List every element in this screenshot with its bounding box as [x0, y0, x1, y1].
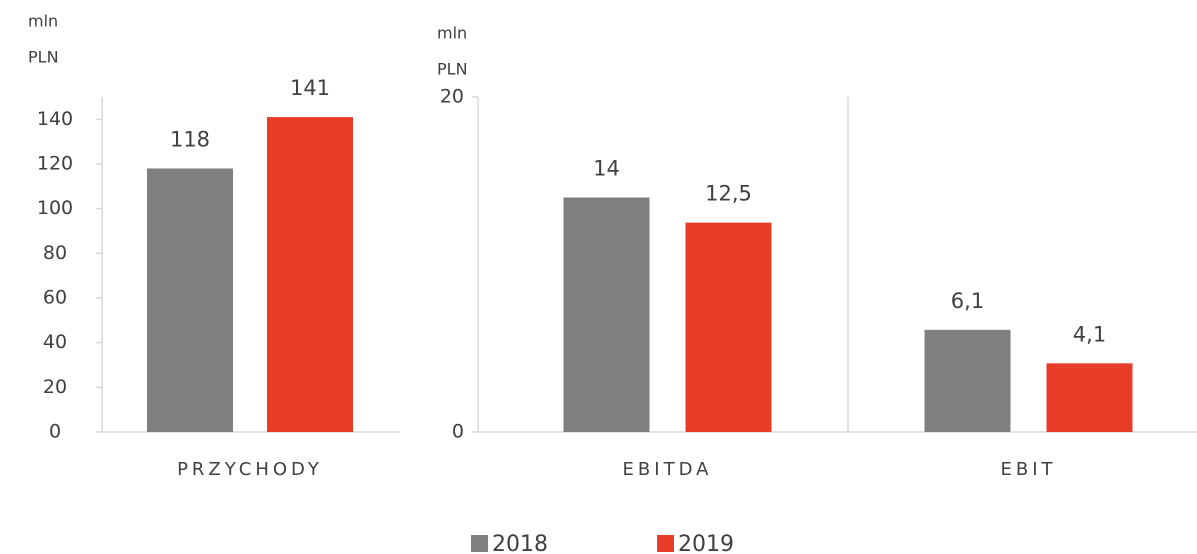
data-label: 141: [290, 76, 330, 100]
data-label: 12,5: [705, 182, 752, 206]
y-tick-label: 120: [37, 153, 73, 175]
legend-label: 2018: [492, 532, 548, 554]
y-tick-label: 140: [37, 108, 73, 130]
y-tick-label: 0: [49, 421, 61, 443]
bar: [685, 222, 772, 432]
legend-label: 2019: [678, 532, 734, 554]
y-tick-label: 60: [43, 287, 67, 309]
y-tick-label: 20: [43, 376, 67, 398]
bar: [147, 168, 233, 432]
y-tick-label: 20: [440, 86, 464, 108]
legend-swatch: [471, 535, 488, 552]
y-tick-label: 100: [37, 197, 73, 219]
y-tick-label: 0: [452, 421, 464, 443]
x-tick-label: EBITDA: [623, 459, 713, 480]
bar: [924, 329, 1011, 432]
y-tick-label: 80: [43, 242, 67, 264]
data-label: 118: [170, 127, 210, 151]
data-label: 6,1: [951, 289, 984, 313]
axis-unit: PLN: [28, 48, 59, 67]
data-label: 4,1: [1073, 322, 1106, 346]
legend-swatch: [657, 535, 674, 552]
bar: [1046, 363, 1133, 432]
y-tick-label: 40: [43, 331, 67, 353]
bar: [267, 117, 353, 432]
axis-unit: mln: [437, 24, 467, 43]
axis-unit: PLN: [437, 60, 468, 79]
axis-unit: mln: [28, 12, 58, 31]
data-label: 14: [593, 157, 620, 181]
x-tick-label: EBIT: [1000, 459, 1056, 480]
bar: [563, 197, 650, 432]
x-tick-label: PRZYCHODY: [177, 459, 323, 480]
